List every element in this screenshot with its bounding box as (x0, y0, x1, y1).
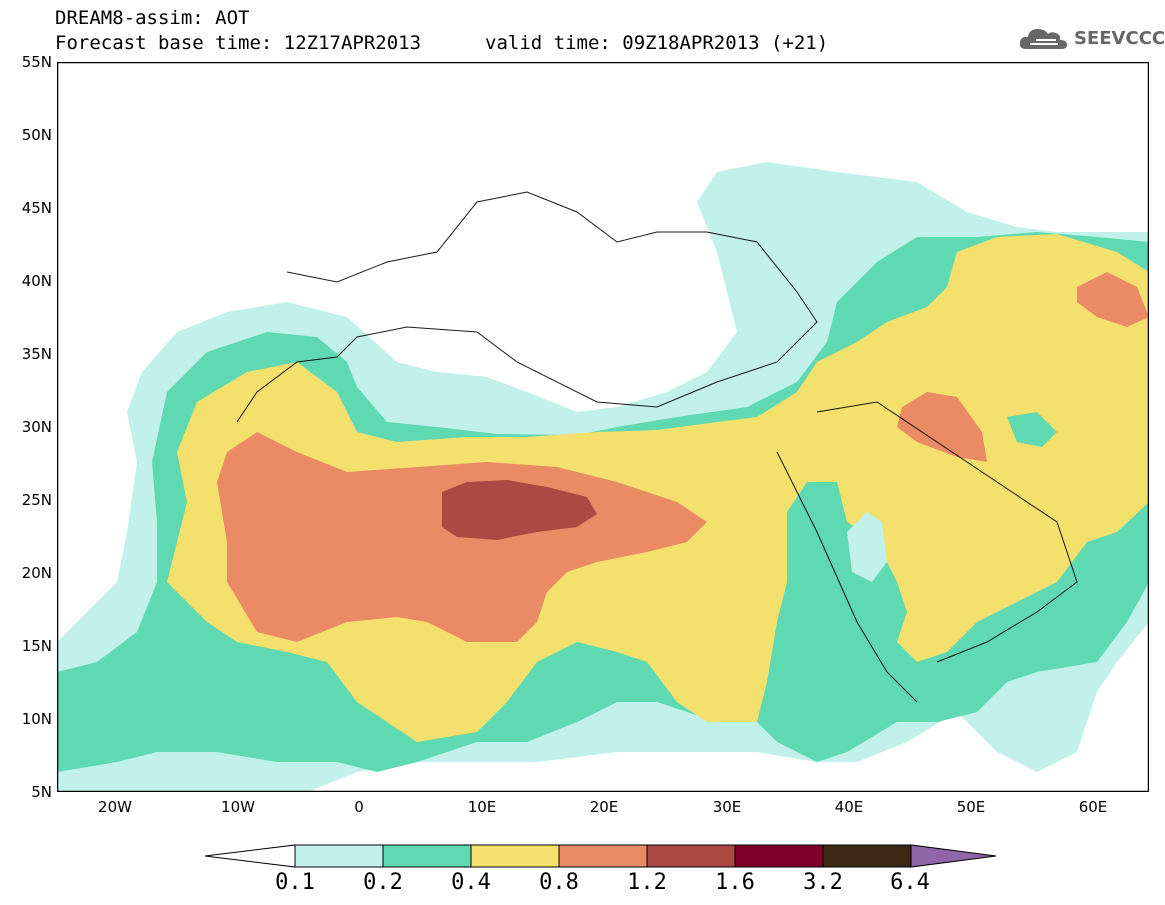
colorbar-label: 0.8 (539, 870, 579, 895)
aot-clear-patch-gulf (1007, 412, 1057, 447)
colorbar-segment (470, 844, 560, 868)
y-tick-label: 50N (21, 126, 52, 144)
forecast-times: Forecast base time: 12Z17APR2013 valid ti… (55, 32, 828, 54)
colorbar-segment (822, 844, 912, 868)
y-tick-label: 35N (21, 345, 52, 363)
x-tick-label: 60E (1078, 798, 1108, 816)
y-tick-label: 10N (21, 710, 52, 728)
colorbar-segment (558, 844, 648, 868)
y-tick-label: 30N (21, 418, 52, 436)
cloud-icon (1019, 29, 1067, 49)
coastline-outline (236, 191, 818, 423)
x-tick-label: 0 (354, 798, 364, 816)
y-tick-label: 25N (21, 491, 52, 509)
colorbar-segment (734, 844, 824, 868)
x-tick-label: 30E (712, 798, 742, 816)
y-tick-label: 40N (21, 272, 52, 290)
red-sea-outline (776, 451, 918, 703)
y-tick-label: 55N (21, 53, 52, 71)
colorbar-segment (646, 844, 736, 868)
colorbar-under-triangle (205, 844, 296, 868)
colorbar (205, 844, 997, 868)
x-tick-label: 10W (221, 798, 255, 816)
aot-0.8-1.2-region-persian-gulf (897, 392, 987, 462)
x-tick-label: 10E (467, 798, 497, 816)
arabia-outline (816, 401, 1078, 663)
x-tick-label: 40E (834, 798, 864, 816)
aot-0.8-1.2-region-central-asia (1077, 272, 1149, 327)
valid-time: valid time: 09Z18APR2013 (+21) (485, 32, 829, 54)
y-tick-label: 45N (21, 199, 52, 217)
seevccc-logo: SEEVCCC (1018, 24, 1165, 52)
logo-text: SEEVCCC (1074, 27, 1165, 49)
colorbar-over-triangle (910, 844, 997, 868)
colorbar-label: 1.2 (627, 870, 667, 895)
colorbar-segment (294, 844, 384, 868)
forecast-base-time: Forecast base time: 12Z17APR2013 (55, 32, 422, 54)
y-tick-label: 5N (31, 783, 52, 801)
x-tick-label: 50E (956, 798, 986, 816)
map-title: DREAM8-assim: AOT (55, 7, 250, 29)
colorbar-label: 0.2 (363, 870, 403, 895)
colorbar-label: 0.4 (451, 870, 491, 895)
colorbar-segment (382, 844, 472, 868)
colorbar-label: 1.6 (715, 870, 755, 895)
aot-1.2-1.6-region (442, 480, 597, 540)
aot-map (57, 62, 1149, 792)
y-tick-label: 20N (21, 564, 52, 582)
colorbar-label: 6.4 (890, 870, 930, 895)
colorbar-label: 3.2 (803, 870, 843, 895)
colorbar-label: 0.1 (275, 870, 315, 895)
x-tick-label: 20E (589, 798, 619, 816)
aot-clear-patch (847, 512, 887, 582)
y-tick-label: 15N (21, 637, 52, 655)
x-tick-label: 20W (98, 798, 132, 816)
